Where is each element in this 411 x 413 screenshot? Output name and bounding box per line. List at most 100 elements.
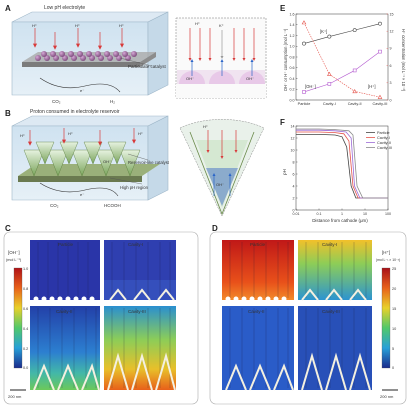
f-series-line: [296, 128, 388, 199]
d-scalebar-label: 200 nm: [380, 394, 394, 399]
panel-d-cavity-walls: [225, 288, 371, 391]
e-ytick-left-label: 0.0: [290, 98, 295, 102]
panel-b-cones: [23, 141, 141, 177]
panel-d-frame: [209, 231, 407, 405]
d-tick-1: 20: [392, 287, 396, 291]
a-catalyst-label: Particulate catalyst: [128, 64, 167, 69]
chart-e: 0.0 0.2 0.4 0.6 0.8 1.0 1.2 1.4 1.6 0 3 6 9 12 15 Parti…: [290, 12, 394, 106]
c-tick-2: 0.6: [23, 307, 28, 311]
d-colorbar-unit: (mol L⁻¹ × 10⁻³): [376, 258, 400, 262]
a-hplus-label-1: H⁺: [32, 23, 37, 28]
d-sub-cavity1: Cavity-I: [322, 242, 337, 247]
f-legend-2: Cavity-II: [377, 141, 391, 145]
f-legend-swatches: [366, 132, 375, 148]
c-sub-cavity1: Cavity-I: [128, 242, 143, 247]
e-point: [327, 34, 332, 39]
e-ylabel-left: OH⁻ or H⁺ consumption (mol L⁻¹): [283, 28, 288, 91]
f-series-line: [296, 129, 388, 199]
f-axes-frame: [295, 125, 389, 211]
c-tick-5: 0.0: [23, 366, 28, 370]
e-series-line: [303, 51, 381, 93]
f-ytick-label: 4: [293, 184, 295, 188]
e-point: [352, 68, 357, 73]
e-ytick-right-label: 3: [390, 81, 392, 85]
a-electron-label: e⁻: [80, 88, 84, 93]
panel-a-title: Low pH electrolyte: [44, 5, 86, 11]
d-colorbar-title: [H⁺]: [382, 250, 390, 255]
a-zoom-oh-1: OH⁻: [186, 76, 194, 81]
e-ytick-right-label: 9: [390, 47, 392, 51]
e-point: [352, 88, 357, 94]
d-tick-2: 15: [392, 307, 396, 311]
e-point: [301, 20, 307, 25]
f-xtick-label: 10: [363, 212, 367, 216]
panel-letter-e: E: [280, 4, 286, 13]
e-xtick-label: Cavity-III: [373, 102, 388, 106]
e-ytick-left-label: 0.2: [290, 88, 295, 92]
b-hplus-label-3: H⁺: [138, 131, 143, 136]
f-xtick-label: 1: [341, 212, 343, 216]
e-xtick-label: Cavity-I: [323, 102, 336, 106]
panel-d-maps: [222, 240, 372, 390]
a-catalyst-leader: [119, 57, 153, 67]
a-h2-label: H₂: [110, 99, 115, 104]
c-tick-4: 0.2: [23, 347, 28, 351]
b-reservoir-leader: [127, 153, 149, 161]
f-ytick-label: 8: [293, 160, 295, 164]
panel-c-frame: [3, 231, 199, 405]
f-legend-3: Cavity-III: [377, 146, 392, 150]
b-co2-label: CO₂: [50, 203, 59, 208]
e-legend-h: [H⁺]: [368, 84, 376, 89]
e-legend-k: [K⁺]: [320, 29, 327, 34]
e-point: [378, 49, 382, 54]
panel-c-particle-dots: [33, 296, 95, 302]
e-point: [378, 21, 382, 26]
f-legend-1: Cavity-I: [377, 136, 390, 140]
b-reaction-arrow: [39, 182, 119, 197]
f-xlabel: Distance from cathode (μm): [312, 218, 368, 223]
e-series-line: [303, 22, 381, 98]
panel-a-box: [11, 11, 169, 96]
b-hcooh-label: HCOOH: [104, 203, 121, 208]
e-xtick-label: Cavity-II: [348, 102, 362, 106]
f-xtick-label: 0.1: [317, 212, 322, 216]
d-tick-4: 5: [392, 347, 394, 351]
panel-c-cavity-walls: [33, 288, 176, 391]
panel-a-zoom-arrows: [188, 28, 256, 76]
f-ytick-label: 0: [293, 208, 295, 212]
f-series-line: [296, 131, 388, 199]
e-ytick-left-label: 1.2: [290, 34, 295, 38]
d-tick-3: 10: [392, 327, 396, 331]
a-hplus-label-3: H⁺: [119, 23, 124, 28]
panel-b-title: Proton consumed in electrolyte reservoir: [30, 109, 120, 115]
panel-letter-f: F: [280, 118, 285, 127]
c-scalebar-label: 200 nm: [8, 394, 22, 399]
panel-b-proton-arrows: [27, 128, 137, 146]
chart-f: 0.01 0.1 1 10 100 0 2 4 6 8 10 12 14: [291, 124, 392, 216]
e-point: [302, 90, 306, 94]
c-colorbar-unit: (mol L⁻¹): [6, 258, 22, 262]
c-colorbar-title: [OH⁻]: [8, 250, 20, 255]
panel-letter-c: C: [5, 224, 11, 233]
b-zoom-oh: OH⁻: [216, 182, 224, 187]
b-highph-leader: [109, 177, 143, 185]
a-hplus-label-2: H⁺: [75, 23, 80, 28]
panel-letter-d: D: [212, 224, 218, 233]
c-sub-particle: Particle: [58, 242, 74, 247]
panel-c-maps: [30, 240, 176, 390]
b-highph-label: High pH region: [120, 185, 149, 190]
e-ytick-right-label: 12: [390, 30, 394, 34]
f-legend-0: Particle: [377, 131, 390, 135]
e-ytick-left-label: 0.6: [290, 66, 295, 70]
d-tick-0: 25: [392, 267, 396, 271]
e-ytick-left-label: 1.4: [290, 23, 295, 27]
e-point: [352, 28, 357, 33]
panel-d-particle-dots: [225, 296, 287, 302]
f-ytick-label: 14: [291, 124, 295, 128]
e-xtick-label: Particle: [298, 102, 311, 106]
b-hplus-label-2: H⁺: [68, 131, 73, 136]
e-ytick-left-label: 1.6: [290, 12, 295, 16]
e-point: [377, 94, 383, 99]
d-sub-cavity2: Cavity-II: [248, 309, 265, 314]
